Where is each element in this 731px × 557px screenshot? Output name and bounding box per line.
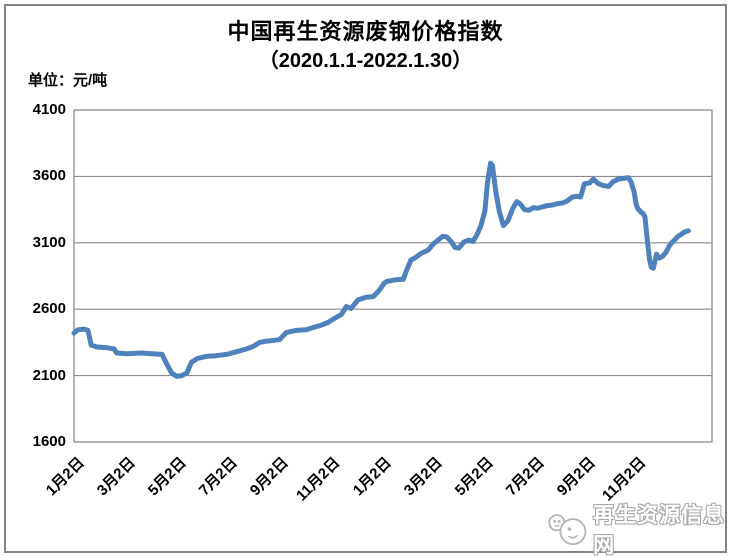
y-tick-label-2600: 2600 — [32, 300, 66, 318]
panda-face-logo-icon — [548, 514, 587, 546]
watermark-site-name: 再生资源信息网 — [593, 504, 726, 557]
y-tick-label-3100: 3100 — [32, 233, 66, 251]
y-tick-label-1600: 1600 — [32, 433, 66, 450]
y-tick-label-3600: 3600 — [32, 167, 66, 185]
chart-subtitle: （2020.1.1-2022.1.30） — [258, 50, 473, 72]
unit-label: 单位：元/吨 — [28, 72, 108, 89]
chart-frame — [4, 4, 727, 553]
watermark: 再生资源信息网 — [547, 499, 731, 557]
plot-border — [73, 109, 713, 443]
chart-title: 中国再生资源废钢价格指数 — [227, 19, 504, 44]
price-index-line — [71, 160, 691, 379]
y-tick-label-2100: 2100 — [32, 366, 66, 384]
y-tick-label-4100: 4100 — [32, 101, 66, 118]
